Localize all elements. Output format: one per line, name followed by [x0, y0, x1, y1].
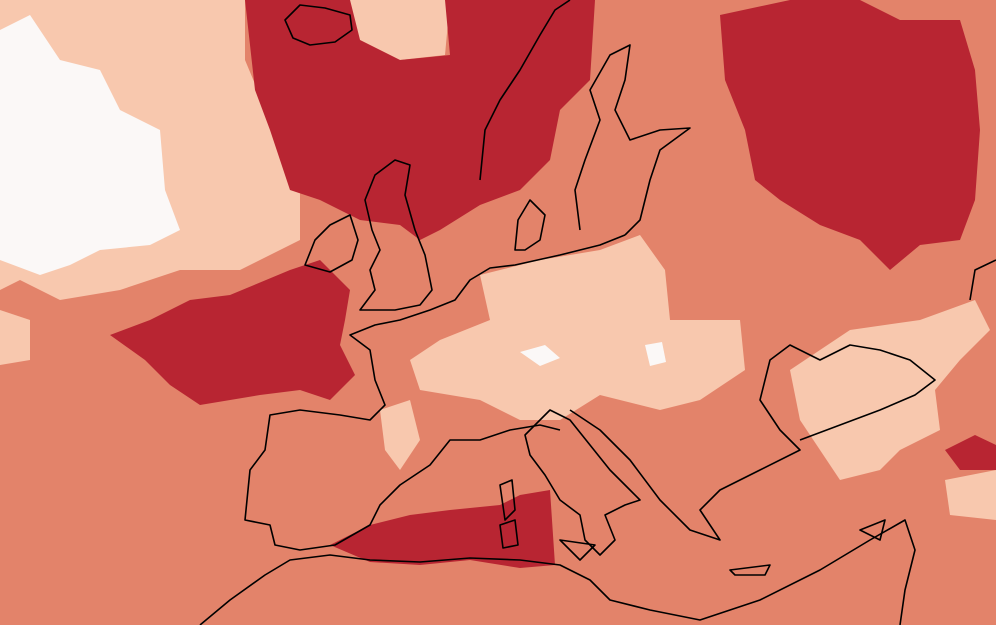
anomaly-region-light	[945, 470, 996, 520]
anomaly-region-light	[0, 310, 30, 365]
coastline-scandinavia	[479, 0, 691, 236]
anomaly-region-light	[350, 0, 450, 60]
anomaly-region-dark	[330, 490, 555, 568]
anomaly-region-dark	[110, 260, 355, 405]
anomaly-region-light	[380, 400, 420, 470]
coastline-north-africa	[199, 519, 916, 625]
anomaly-region-white	[0, 15, 180, 275]
coastlines	[199, 0, 996, 625]
anomaly-region-light	[790, 300, 990, 480]
coastline-denmark	[514, 199, 546, 251]
anomaly-region-dark	[720, 0, 980, 270]
coastline-italy	[524, 409, 641, 556]
anomaly-region-white	[520, 345, 560, 366]
coastline-balkans	[569, 344, 936, 541]
anomaly-region-light	[410, 235, 745, 420]
coastline-iceland	[284, 4, 353, 46]
coastline-islands	[499, 479, 886, 576]
anomaly-region-dark	[945, 435, 996, 470]
anomaly-region-dark	[245, 0, 595, 240]
anomaly-region-white	[645, 342, 666, 366]
coastline-continent	[244, 234, 996, 551]
coastline-britain	[359, 159, 433, 311]
coastline-ireland	[304, 214, 359, 273]
